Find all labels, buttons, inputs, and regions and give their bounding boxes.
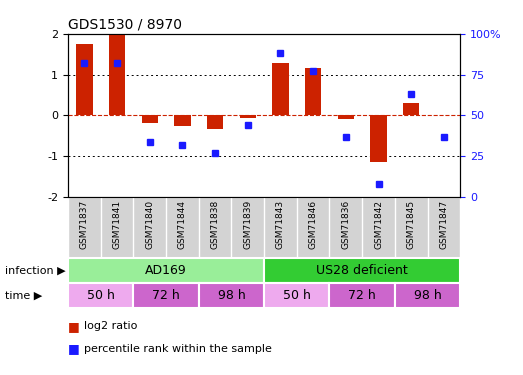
Bar xyxy=(76,44,93,116)
Bar xyxy=(329,283,395,308)
Bar xyxy=(272,63,289,116)
Text: US28 deficient: US28 deficient xyxy=(316,264,408,277)
Bar xyxy=(68,258,264,283)
Bar xyxy=(133,283,199,308)
Text: GSM71841: GSM71841 xyxy=(112,200,121,249)
Text: log2 ratio: log2 ratio xyxy=(84,321,137,331)
Text: GDS1530 / 8970: GDS1530 / 8970 xyxy=(68,17,182,31)
Text: 98 h: 98 h xyxy=(218,289,245,302)
Bar xyxy=(240,116,256,118)
Bar xyxy=(174,116,190,126)
Bar xyxy=(109,35,125,116)
Text: time ▶: time ▶ xyxy=(5,290,42,300)
Text: 72 h: 72 h xyxy=(348,289,376,302)
Bar xyxy=(305,69,321,116)
Text: percentile rank within the sample: percentile rank within the sample xyxy=(84,344,271,354)
Text: ■: ■ xyxy=(68,342,79,355)
Text: GSM71837: GSM71837 xyxy=(80,200,89,249)
Text: ■: ■ xyxy=(68,320,79,333)
Text: GSM71839: GSM71839 xyxy=(243,200,252,249)
Text: GSM71842: GSM71842 xyxy=(374,200,383,249)
Text: 50 h: 50 h xyxy=(283,289,311,302)
Bar xyxy=(264,258,460,283)
Bar xyxy=(207,116,223,129)
Text: GSM71844: GSM71844 xyxy=(178,200,187,249)
Text: GSM71847: GSM71847 xyxy=(439,200,448,249)
Text: infection ▶: infection ▶ xyxy=(5,266,66,276)
Text: GSM71840: GSM71840 xyxy=(145,200,154,249)
Bar xyxy=(264,283,329,308)
Text: GSM71838: GSM71838 xyxy=(211,200,220,249)
Bar xyxy=(68,283,133,308)
Bar xyxy=(142,116,158,123)
Text: 72 h: 72 h xyxy=(152,289,180,302)
Bar xyxy=(370,116,386,162)
Text: AD169: AD169 xyxy=(145,264,187,277)
Text: GSM71836: GSM71836 xyxy=(342,200,350,249)
Text: GSM71846: GSM71846 xyxy=(309,200,317,249)
Text: GSM71843: GSM71843 xyxy=(276,200,285,249)
Text: GSM71845: GSM71845 xyxy=(407,200,416,249)
Bar xyxy=(395,283,460,308)
Text: 98 h: 98 h xyxy=(414,289,441,302)
Text: 50 h: 50 h xyxy=(87,289,115,302)
Bar xyxy=(403,103,419,116)
Bar xyxy=(199,283,264,308)
Bar xyxy=(338,116,354,119)
